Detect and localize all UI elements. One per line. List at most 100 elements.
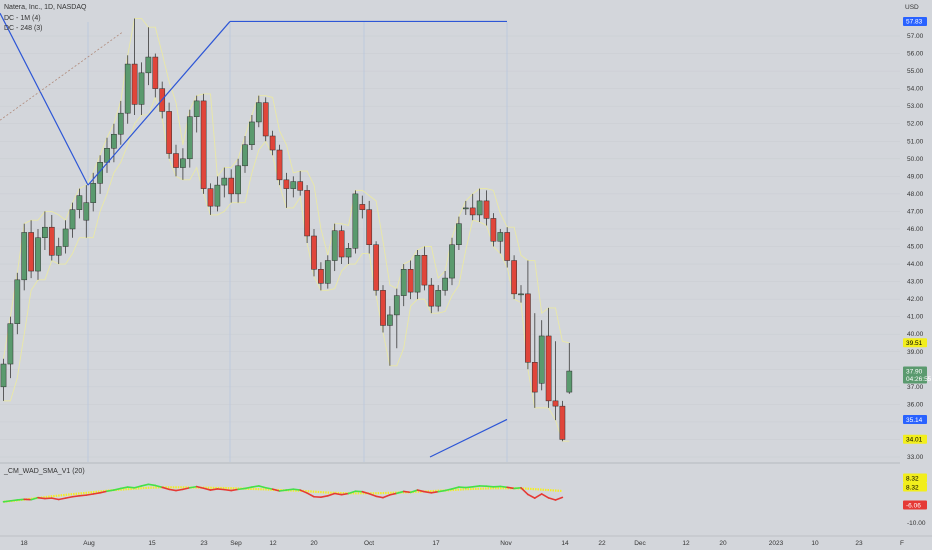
wad-segment	[147, 483, 157, 487]
candlestick-series[interactable]	[0, 18, 573, 442]
time-tick-label: 2023	[769, 540, 784, 547]
wad-segment	[278, 489, 288, 492]
wad-segment	[9, 499, 19, 502]
trend-line	[429, 418, 508, 458]
candle-body	[421, 255, 428, 286]
candle-body	[442, 277, 448, 291]
symbol-legend[interactable]: Natera, Inc., 1D, NASDAQ	[4, 4, 89, 11]
candle-body	[145, 56, 152, 74]
candle-body	[42, 226, 48, 238]
indicator-tick-label: -10.00	[907, 520, 926, 527]
indicator-legend-1[interactable]: DC - 1M (4)	[4, 15, 44, 22]
indicator-tag	[903, 500, 927, 510]
candle-body	[387, 314, 393, 326]
price-tag	[903, 374, 927, 384]
indicator-label[interactable]: DC - 248 (3)	[4, 25, 43, 32]
wad-segment	[368, 492, 377, 498]
price-tick-label: 52.00	[907, 121, 924, 128]
price-tick-label: 36.00	[907, 401, 924, 408]
candle-body	[449, 244, 455, 279]
indicator-tag-label: -6.06	[906, 502, 921, 509]
price-tag-label: 57.83	[906, 19, 923, 26]
candle-body	[297, 181, 304, 191]
price-axis[interactable]: 57.00 56.00 55.00 54.00 53.00 52.00 51.00 50.00…	[900, 0, 932, 540]
wad-indicator-label[interactable]: _CM_WAD_SMA_V1 (20)	[4, 468, 85, 475]
price-tag-label: 39.51	[906, 340, 923, 347]
wad-legend[interactable]: _CM_WAD_SMA_V1 (20)	[4, 468, 88, 475]
wad-segment	[195, 485, 205, 490]
wad-segment	[499, 485, 509, 489]
price-tick-label: 54.00	[907, 86, 924, 93]
indicator-legend-2[interactable]: DC - 248 (3)	[4, 25, 46, 32]
wad-segment	[154, 484, 163, 489]
price-tick-label: 40.00	[907, 331, 924, 338]
candle-body	[483, 200, 490, 219]
wad-segment	[437, 489, 446, 493]
price-tick-label: 39.00	[907, 349, 924, 356]
time-tick-label: 18	[20, 540, 28, 547]
symbol-title[interactable]: Natera, Inc., 1D, NASDAQ	[4, 4, 87, 11]
wad-segment	[430, 490, 440, 494]
candle-body	[435, 290, 442, 307]
candle-body	[200, 100, 207, 189]
time-axis[interactable]: 18 Aug 15 23 Sep 12 20 Oct 17 Nov 14 22 Dec 12 20 2023 1…	[0, 535, 932, 547]
price-tick-label: 42.00	[907, 296, 924, 303]
channel-upper	[3, 18, 570, 359]
price-tag	[903, 16, 927, 26]
candle-body	[366, 209, 373, 245]
price-tick-label: 55.00	[907, 68, 924, 75]
price-tick-label: 56.00	[907, 51, 924, 58]
wad-segment	[409, 489, 419, 494]
wad-segment	[16, 498, 26, 501]
trend-line	[0, 12, 89, 186]
wad-segment	[326, 492, 336, 497]
wad-segment	[264, 486, 274, 490]
wad-segment	[78, 494, 88, 497]
price-tick-label: 53.00	[907, 103, 924, 110]
wad-segment	[202, 487, 212, 491]
candle-body	[235, 165, 241, 195]
wad-segment	[175, 488, 184, 492]
currency-label: USD	[905, 4, 919, 11]
wad-segment	[527, 493, 536, 499]
wad-segment	[92, 492, 101, 495]
time-tick-label: 12	[269, 540, 277, 547]
wad-segment	[133, 485, 143, 489]
candle-body	[552, 400, 559, 407]
price-tag	[903, 414, 927, 424]
candle-body	[83, 202, 90, 221]
candle-body	[490, 218, 497, 242]
candle-body	[152, 56, 159, 89]
time-tick-label: 17	[432, 540, 440, 547]
candle-body	[476, 200, 483, 216]
wad-segment	[416, 489, 426, 493]
wad-segment	[513, 486, 522, 490]
candle-body	[538, 335, 545, 384]
wad-segment	[161, 486, 170, 491]
wad-segment	[347, 490, 357, 495]
time-tick-label: Dec	[634, 540, 646, 547]
wad-segment	[554, 496, 564, 501]
wad-segment	[451, 486, 460, 490]
candle-body	[124, 63, 131, 114]
wad-segment	[223, 488, 232, 492]
price-tag	[903, 434, 927, 444]
wad-segment	[182, 486, 191, 491]
wad-segment	[382, 494, 391, 499]
candle-body	[511, 260, 517, 295]
candle-body	[255, 102, 262, 123]
wad-segment	[361, 490, 371, 495]
candle-body	[21, 232, 28, 281]
trend-drawings[interactable]	[0, 12, 508, 458]
candle-body	[193, 100, 200, 117]
indicator-label[interactable]: DC - 1M (4)	[4, 15, 41, 22]
wad-segment	[2, 500, 12, 503]
candle-body	[304, 190, 310, 237]
wad-segment	[464, 486, 474, 489]
candle-body	[180, 158, 186, 168]
wad-segment	[320, 495, 329, 499]
wad-segment	[299, 489, 308, 494]
indicator-tag-label: 8.32	[906, 484, 919, 491]
